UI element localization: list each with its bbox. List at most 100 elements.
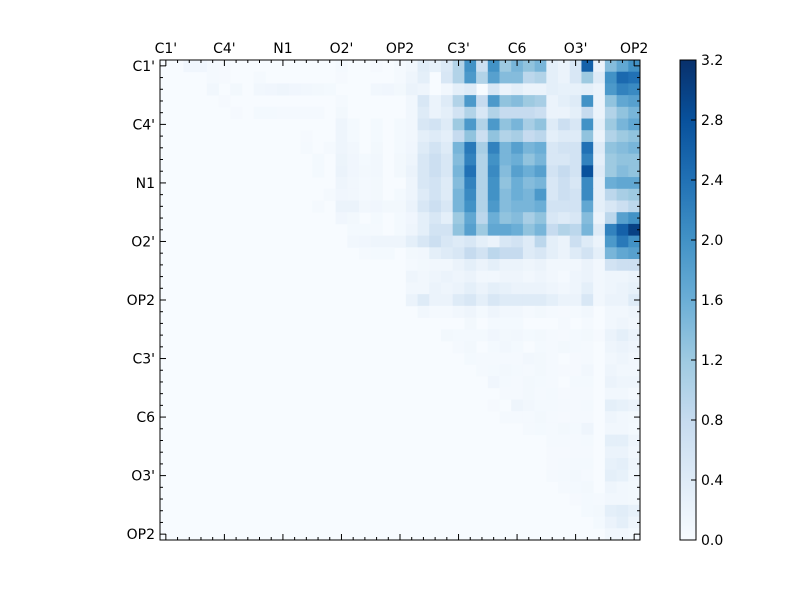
heatmap-cell: [616, 305, 629, 318]
heatmap-cell: [499, 212, 512, 225]
heatmap-cell: [452, 188, 465, 201]
heatmap-cell: [511, 411, 524, 424]
heatmap-cell: [534, 340, 547, 354]
heatmap-cell: [347, 235, 360, 248]
heatmap-cell: [628, 493, 641, 506]
x-tick-labels: C1' C4' N1 O2' OP2 C3' C6 O3' OP2: [155, 41, 649, 57]
heatmap-cell: [511, 60, 524, 73]
heatmap-cell: [558, 235, 571, 248]
heatmap-cell: [452, 270, 465, 283]
heatmap-cell: [546, 458, 559, 471]
heatmap-cell: [464, 118, 477, 131]
heatmap-cell: [558, 434, 571, 447]
heatmap-cell: [511, 83, 524, 96]
heatmap-cell: [394, 118, 407, 131]
heatmap-cell: [616, 270, 629, 283]
heatmap-cell: [499, 165, 512, 178]
heatmap-cell: [522, 364, 536, 377]
heatmap-cell: [476, 200, 489, 213]
heatmap-cell: [593, 223, 606, 237]
y-tick-label: C3': [132, 352, 155, 368]
heatmap-cell: [511, 71, 524, 84]
heatmap-cell: [604, 235, 617, 248]
y-tick-label: O2': [131, 234, 155, 250]
heatmap-cell: [534, 235, 547, 248]
heatmap-cell: [417, 83, 430, 96]
heatmap-cell: [569, 458, 582, 471]
heatmap-cell: [487, 118, 500, 131]
heatmap-cell: [558, 446, 571, 459]
heatmap-cell: [581, 387, 594, 400]
heatmap-cell: [616, 516, 629, 529]
heatmap-cell: [616, 329, 629, 342]
heatmap-cell: [405, 294, 418, 307]
heatmap-cell: [534, 352, 547, 365]
heatmap-cell: [487, 141, 500, 155]
heatmap-cell: [604, 411, 617, 424]
heatmap-cell: [429, 188, 442, 201]
heatmap-cell: [452, 200, 465, 213]
heatmap-cell: [405, 106, 418, 119]
heatmap-cell: [628, 200, 641, 213]
heatmap-cell: [569, 364, 582, 377]
heatmap-cell: [593, 165, 606, 178]
heatmap-cell: [546, 376, 559, 389]
heatmap-cell: [569, 481, 582, 494]
heatmap-cell: [569, 223, 582, 237]
heatmap-cell: [464, 153, 477, 166]
heatmap-cell: [522, 399, 536, 412]
heatmap-cell: [546, 106, 559, 119]
heatmap-cell: [593, 95, 606, 108]
heatmap-cell: [604, 153, 617, 166]
heatmap-cell: [604, 106, 617, 119]
heatmap-cell: [464, 106, 477, 119]
heatmap-cell: [522, 294, 536, 307]
heatmap-cell: [522, 200, 536, 213]
heatmap-cell: [604, 60, 617, 73]
heatmap-cell: [347, 223, 360, 237]
heatmap-cell: [511, 118, 524, 131]
heatmap-cell: [429, 270, 442, 283]
heatmap-cell: [230, 106, 243, 119]
x-tick-label: N1: [273, 41, 292, 57]
heatmap-cell: [476, 294, 489, 307]
heatmap-cell: [522, 282, 536, 295]
heatmap-cell: [569, 177, 582, 190]
heatmap-cell: [440, 71, 454, 84]
heatmap-cell: [417, 118, 430, 131]
heatmap-cell: [417, 141, 430, 155]
heatmap-cell: [616, 422, 629, 436]
heatmap-cell: [628, 212, 641, 225]
heatmap-cell: [628, 458, 641, 471]
heatmap-cell: [452, 282, 465, 295]
heatmap-cell: [581, 504, 594, 517]
heatmap-cell: [476, 118, 489, 131]
heatmap-cell: [452, 95, 465, 108]
heatmap-cell: [511, 177, 524, 190]
heatmap-cell: [616, 376, 629, 389]
heatmap-cell: [487, 270, 500, 283]
heatmap-cell: [569, 434, 582, 447]
heatmap-cell: [628, 446, 641, 459]
heatmap-cell: [534, 270, 547, 283]
x-tick-label: OP2: [620, 41, 648, 57]
heatmap-cell: [359, 188, 372, 201]
heatmap-cell: [581, 83, 594, 96]
heatmap-cell: [417, 212, 430, 225]
heatmap-cell: [347, 130, 360, 143]
heatmap-cell: [429, 60, 442, 73]
heatmap-cell: [487, 95, 500, 108]
heatmap-cell: [476, 177, 489, 190]
heatmap-cell: [593, 60, 606, 73]
heatmap-cell: [382, 235, 395, 248]
heatmap-cell: [616, 469, 629, 482]
heatmap-cell: [546, 153, 559, 166]
heatmap-cell: [464, 270, 477, 283]
heatmap-cell: [581, 200, 594, 213]
heatmap-cell: [558, 212, 571, 225]
heatmap-cell: [335, 188, 348, 201]
heatmap-cell: [394, 83, 407, 96]
heatmap-cell: [546, 188, 559, 201]
heatmap-cell: [628, 106, 641, 119]
heatmap-cell: [616, 130, 629, 143]
